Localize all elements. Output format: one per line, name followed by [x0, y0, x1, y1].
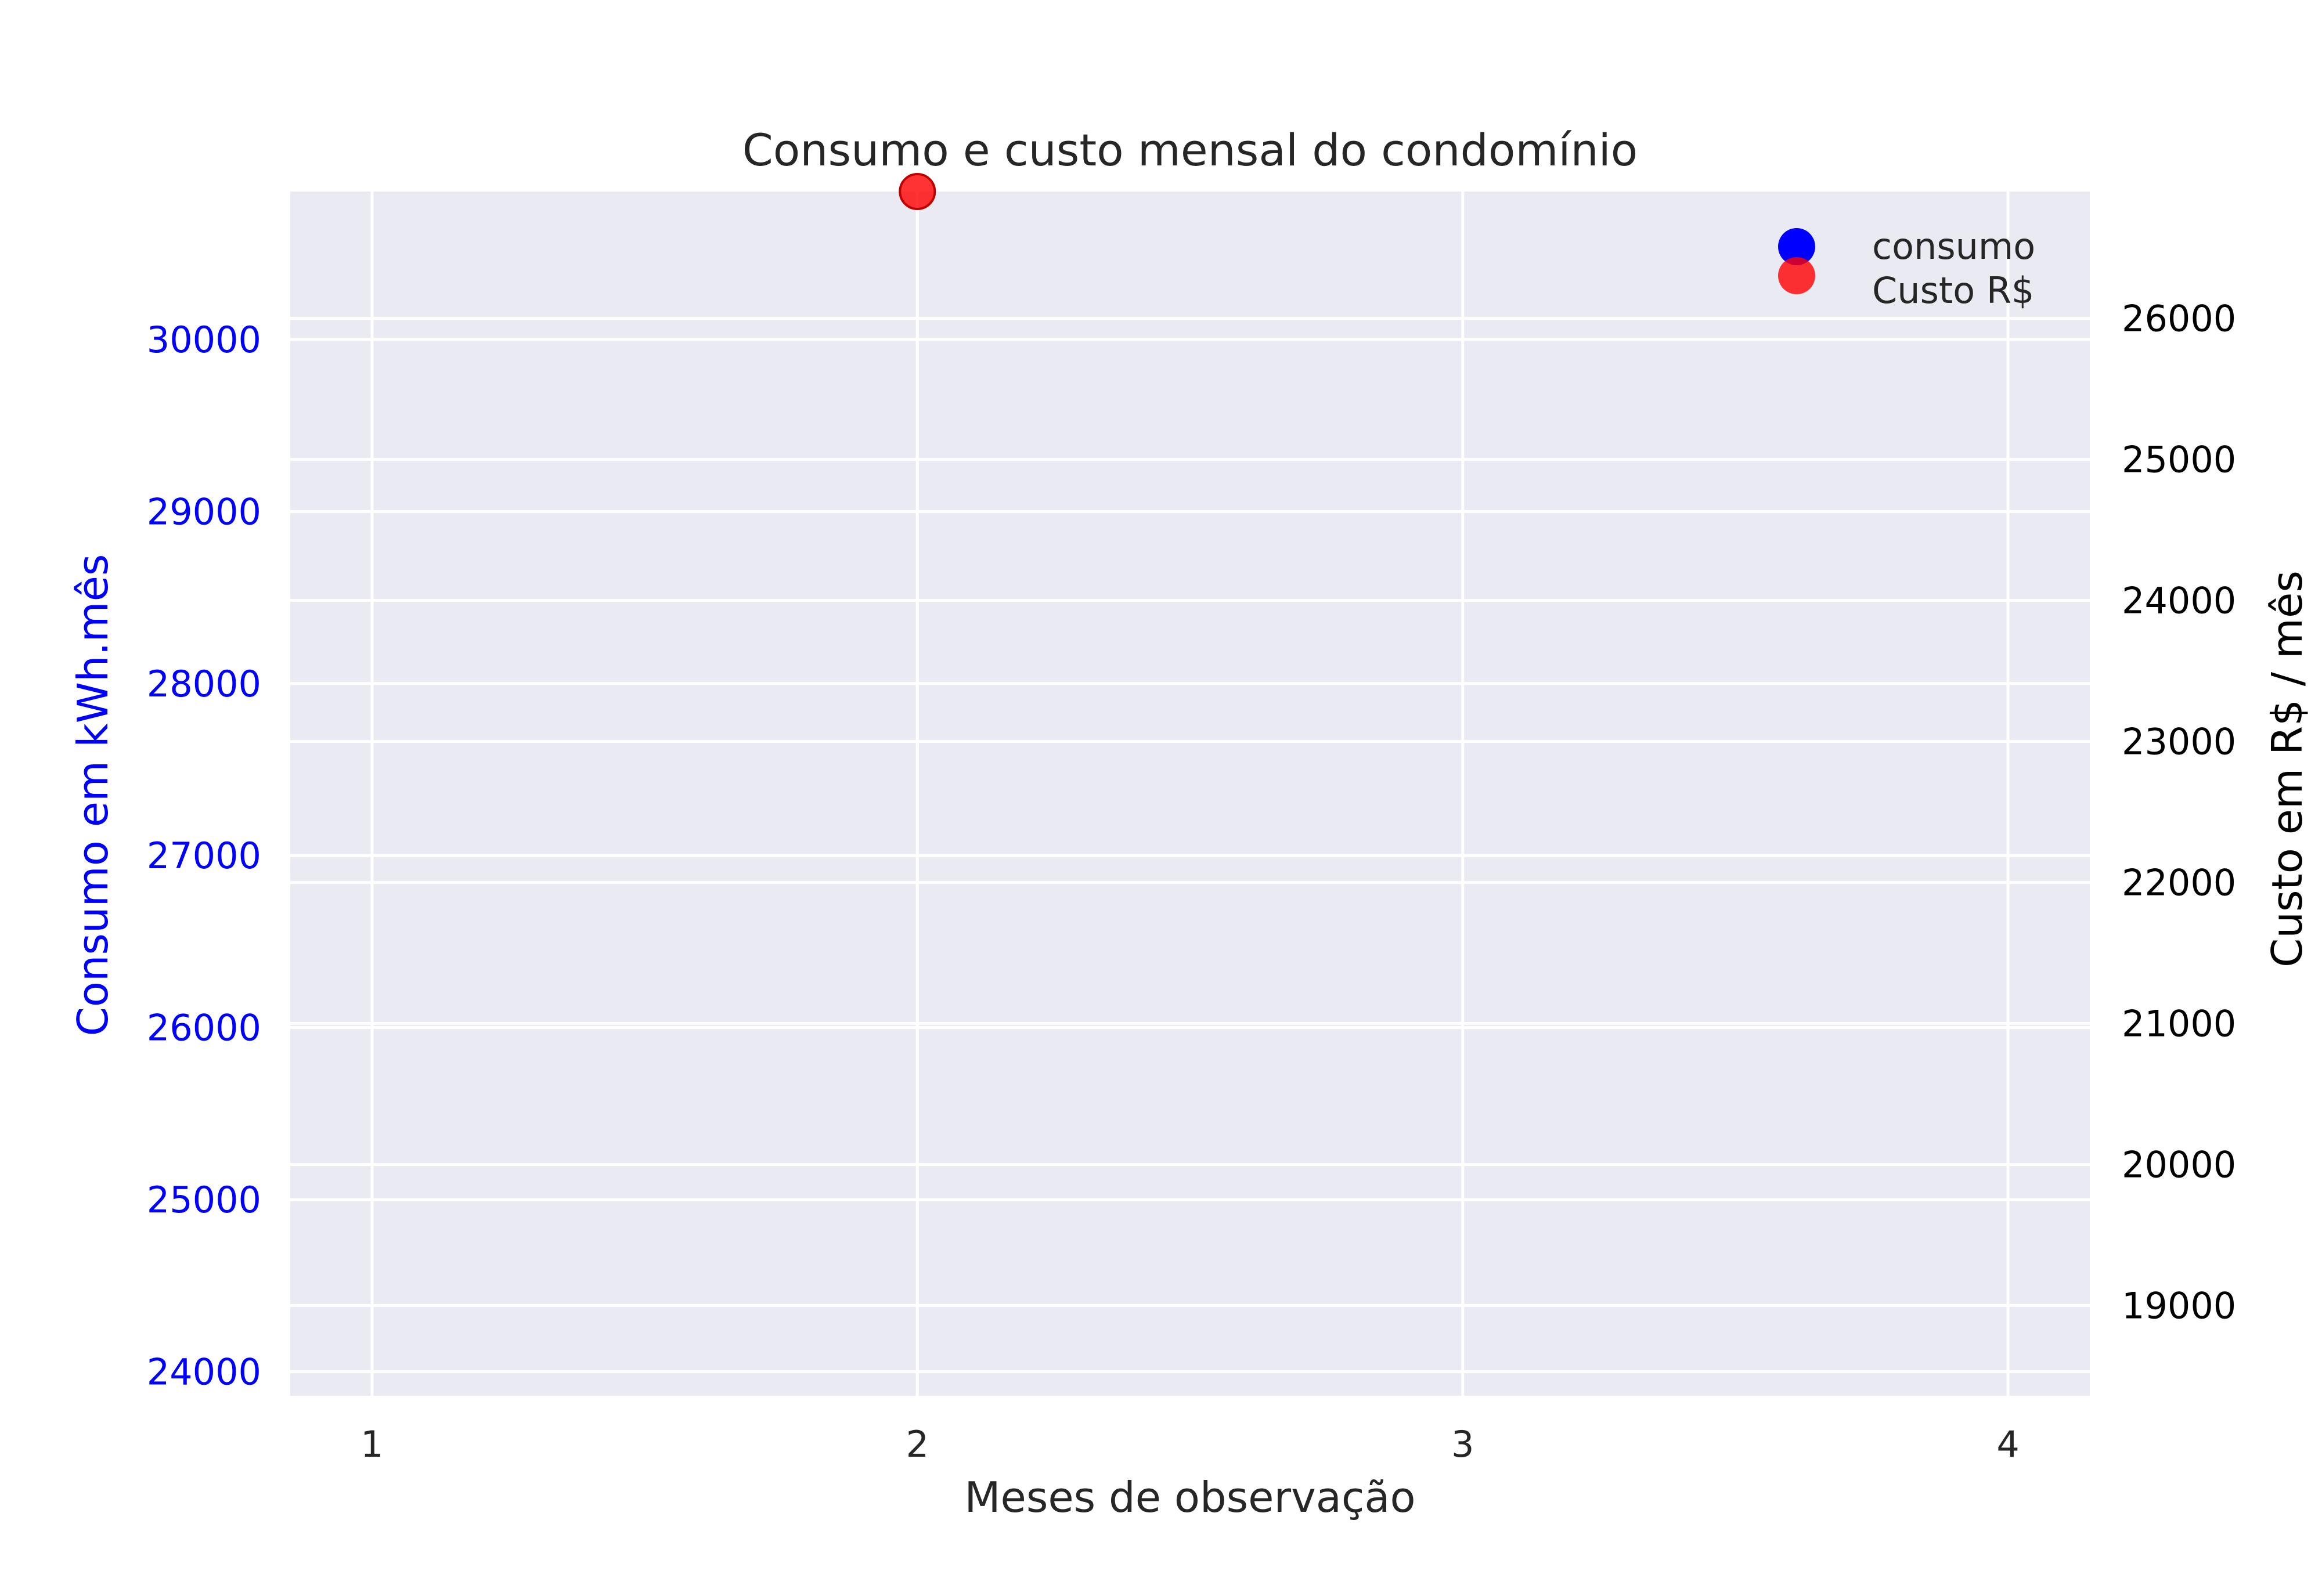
x-tick-label: 2 — [906, 1423, 929, 1465]
left-y-axis-title: Consumo em kWh.mês — [68, 554, 117, 1037]
x-axis-title: Meses de observação — [964, 1473, 1415, 1522]
right-y-tick-label: 26000 — [2122, 298, 2236, 340]
left-y-tick-label: 24000 — [147, 1351, 261, 1393]
legend: consumo Custo R$ — [1778, 225, 2035, 312]
right-y-tick-label: 22000 — [2122, 862, 2236, 904]
right-y-tick-label: 24000 — [2122, 580, 2236, 622]
plot-area — [290, 192, 2090, 1396]
x-axis-ticks: 1 2 3 4 — [360, 1423, 2020, 1465]
x-tick-label: 4 — [1996, 1423, 2019, 1465]
legend-marker-consumo — [1778, 228, 1815, 265]
data-point — [899, 173, 936, 210]
right-y-tick-label: 21000 — [2122, 1003, 2236, 1045]
right-y-tick-label: 25000 — [2122, 439, 2236, 481]
right-y-tick-label: 19000 — [2122, 1284, 2236, 1327]
left-y-tick-label: 30000 — [147, 319, 261, 361]
left-y-tick-label: 25000 — [147, 1179, 261, 1221]
x-tick-label: 1 — [360, 1423, 383, 1465]
legend-label-custo: Custo R$ — [1872, 269, 2034, 312]
left-y-tick-label: 26000 — [147, 1007, 261, 1049]
grid-lines — [290, 192, 2090, 1396]
right-y-axis-ticks: 19000 20000 21000 22000 23000 24000 25000 26000 — [2122, 298, 2236, 1327]
left-y-tick-label: 29000 — [147, 490, 261, 533]
chart-title: Consumo e custo mensal do condomínio — [742, 124, 1638, 176]
right-y-tick-label: 20000 — [2122, 1144, 2236, 1186]
right-y-tick-label: 23000 — [2122, 721, 2236, 763]
x-tick-label: 3 — [1451, 1423, 1474, 1465]
left-y-tick-label: 28000 — [147, 663, 261, 705]
legend-label-consumo: consumo — [1872, 225, 2035, 268]
legend-marker-custo — [1778, 257, 1815, 294]
left-y-axis-ticks: 24000 25000 26000 27000 28000 29000 30000 — [147, 319, 261, 1393]
data-points — [899, 173, 936, 210]
right-y-axis-title: Custo em R$ / mês — [2263, 570, 2312, 967]
left-y-tick-label: 27000 — [147, 835, 261, 877]
